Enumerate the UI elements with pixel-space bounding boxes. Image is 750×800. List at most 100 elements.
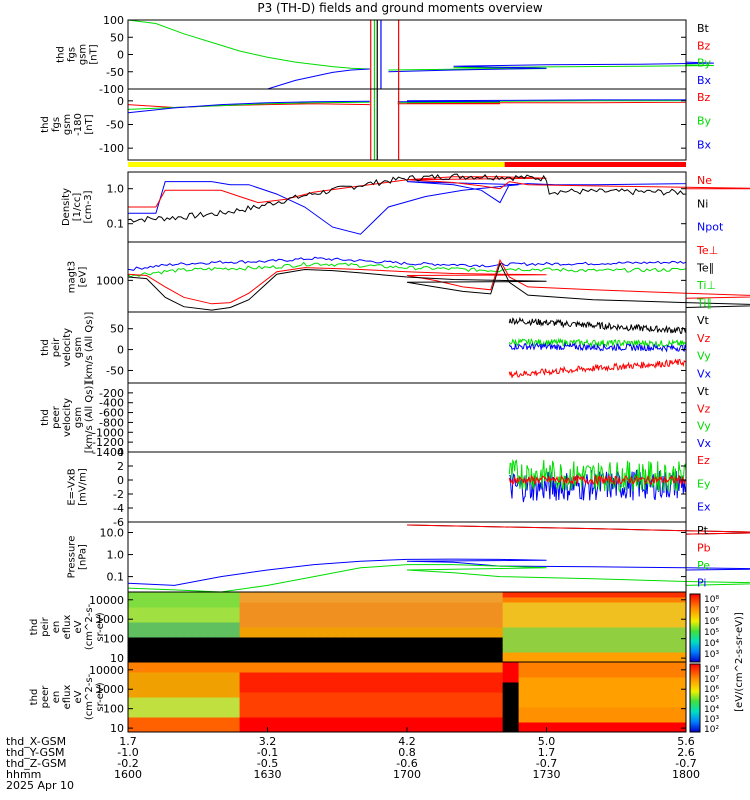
spectrogram-cell	[630, 672, 639, 678]
spectrogram-cell	[247, 667, 257, 673]
spectrogram-cell	[462, 707, 472, 713]
spectrogram-cell	[470, 672, 480, 678]
spectrogram-cell	[550, 722, 559, 728]
spectrogram-cell	[438, 612, 448, 618]
spectrogram-cell	[151, 647, 161, 653]
spectrogram-cell	[662, 637, 671, 643]
spectrogram-cell	[430, 677, 440, 683]
spectrogram-cell	[231, 652, 241, 658]
spectrogram-cell	[502, 667, 512, 673]
spectrogram-cell	[327, 617, 336, 623]
spectrogram-cell	[167, 632, 177, 638]
spectrogram-cell	[662, 712, 671, 718]
spectrogram-cell	[454, 592, 464, 598]
ytick-label: 0.1	[107, 571, 125, 584]
spectrogram-cell	[566, 642, 575, 648]
legend-Pt: Pt	[697, 524, 709, 537]
spectrogram-cell	[630, 702, 639, 708]
legend-Ey: Ey	[697, 477, 711, 490]
spectrogram-cell	[327, 592, 336, 598]
spectrogram-cell	[646, 702, 655, 708]
spectrogram-cell	[359, 612, 368, 618]
spectrogram-cell	[231, 722, 241, 728]
spectrogram-cell	[574, 672, 583, 678]
spectrogram-cell	[343, 682, 352, 688]
spectrogram-cell	[351, 677, 360, 683]
spectrogram-cell	[438, 692, 448, 698]
spectrogram-cell	[263, 607, 272, 613]
spectrogram-cell	[582, 667, 591, 673]
spectrogram-cell	[526, 602, 536, 608]
spectrogram-cell	[343, 697, 352, 703]
spectrogram-cell	[598, 677, 607, 683]
spectrogram-cell	[175, 727, 185, 733]
spectrogram-cell	[159, 727, 169, 733]
spectrogram-cell	[335, 617, 344, 623]
spectrogram-cell	[383, 652, 392, 658]
spectrogram-cell	[279, 627, 288, 633]
series-Vz	[508, 358, 687, 378]
ylabel-line: sr-eV)	[95, 612, 106, 641]
spectrogram-cell	[430, 682, 440, 688]
ylabel-line: fgs	[67, 47, 78, 62]
spectrogram-cell	[383, 617, 392, 623]
spectrogram-cell	[271, 677, 280, 683]
spectrogram-cell	[534, 647, 544, 653]
spectrogram-cell	[343, 652, 352, 658]
spectrogram-cell	[662, 612, 671, 618]
ylabel-line: eflux	[62, 685, 73, 710]
spectrogram-cell	[143, 707, 153, 713]
spectrogram-cell	[638, 637, 647, 643]
spectrogram-cell	[422, 717, 432, 723]
spectrogram-cell	[430, 722, 440, 728]
spectrogram-cell	[518, 667, 528, 673]
spectrogram-cell	[135, 657, 145, 663]
spectrogram-cell	[566, 617, 575, 623]
ytick-label: 100	[103, 703, 124, 716]
spectrogram-cell	[494, 612, 504, 618]
spectrogram-cell	[247, 597, 257, 603]
spectrogram-cell	[534, 597, 544, 603]
spectrogram-cell	[526, 647, 536, 653]
legend-Npot: Npot	[697, 221, 724, 234]
spectrogram-cell	[295, 597, 304, 603]
spectrogram-cell	[574, 622, 583, 628]
spectrogram-cell	[414, 712, 424, 718]
spectrogram-cell	[263, 647, 272, 653]
spectrogram-cell	[582, 617, 591, 623]
spectrogram-cell	[279, 682, 288, 688]
spectrogram-cell	[534, 707, 544, 713]
spectrogram-cell	[470, 662, 480, 668]
spectrogram-cell	[383, 637, 392, 643]
spectrogram-cell	[438, 607, 448, 613]
spectrogram-cell	[135, 652, 145, 658]
spectrogram-cell	[335, 672, 344, 678]
spectrogram-cell	[247, 722, 257, 728]
spectrogram-cell	[502, 632, 512, 638]
spectrogram-cell	[143, 637, 153, 643]
spectrogram-cell	[486, 622, 496, 628]
spectrogram-cell	[239, 692, 249, 698]
spectrogram-cell	[526, 672, 536, 678]
spectrogram-cell	[662, 642, 671, 648]
xrow-label: thd_Z-GSM	[6, 757, 66, 770]
spectrogram-cell	[128, 607, 137, 613]
spectrogram-cell	[231, 707, 241, 713]
spectrogram-cell	[303, 597, 312, 603]
spectrogram-cell	[343, 727, 352, 733]
spectrogram-cell	[255, 622, 265, 628]
spectrogram-cell	[590, 642, 599, 648]
spectrogram-cell	[303, 627, 312, 633]
spectrogram-cell	[630, 627, 639, 633]
spectrogram-cell	[375, 727, 384, 733]
spectrogram-cell	[574, 642, 583, 648]
spectrogram-cell	[574, 607, 583, 613]
spectrogram-cell	[199, 607, 209, 613]
spectrogram-cell	[399, 627, 408, 633]
ylabel-line: gsm	[78, 44, 89, 65]
spectrogram-cell	[614, 697, 623, 703]
spectrogram-cell	[526, 612, 536, 618]
colorbar-upper	[689, 593, 701, 663]
spectrogram-cell	[191, 617, 201, 623]
spectrogram-cell	[223, 647, 233, 653]
